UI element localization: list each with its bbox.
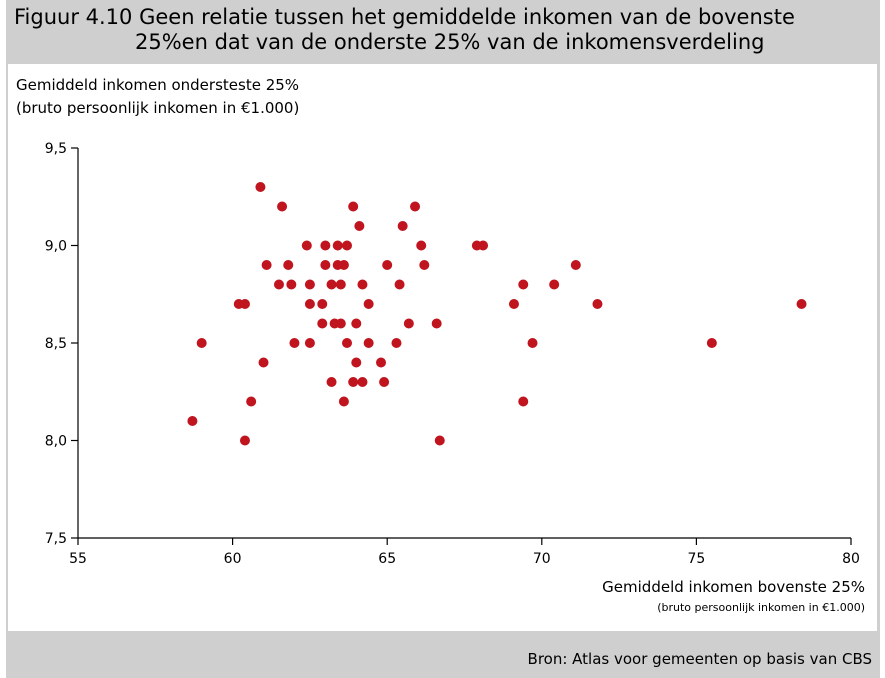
data-point: [431, 318, 442, 329]
data-point: [239, 299, 250, 309]
data-point: [342, 338, 353, 348]
data-point: [394, 279, 405, 290]
x-axis-ticks: 55 60 65 70 75 80: [69, 538, 860, 567]
data-point: [416, 240, 427, 251]
x-axis-sublabel: (bruto persoonlijk inkomen in €1.000): [657, 601, 865, 614]
figure-title: Figuur 4.10 Geen relatie tussen het gemi…: [14, 5, 795, 29]
data-point: [434, 435, 445, 446]
data-point: [304, 279, 315, 290]
x-tick-label: 65: [378, 551, 396, 567]
figure-title-continued: 25%en dat van de onderste 25% van de ink…: [135, 30, 765, 54]
chart-panel: Gemiddeld inkomen ondersteste 25% (bruto…: [8, 64, 877, 631]
data-point: [706, 338, 717, 348]
y-axis-label: Gemiddeld inkomen ondersteste 25%: [16, 76, 300, 94]
data-point: [261, 260, 272, 270]
x-tick-label: 75: [687, 551, 705, 567]
data-point: [255, 182, 266, 192]
figure-frame: Figuur 4.10 Geen relatie tussen het gemi…: [6, 0, 880, 678]
data-point: [326, 377, 337, 387]
data-point: [518, 396, 529, 407]
data-point: [304, 299, 315, 309]
data-point: [239, 435, 250, 446]
data-point: [187, 416, 198, 426]
data-point: [342, 240, 353, 251]
data-point: [246, 396, 257, 407]
scatter-plot: 9,5 9,0 8,5 8,0 7,5 55 60 65 70 75 80: [45, 141, 860, 567]
data-point: [527, 338, 538, 348]
data-point: [348, 377, 359, 387]
data-point: [301, 240, 312, 251]
data-point: [351, 318, 362, 329]
y-axis-sublabel: (bruto persoonlijk inkomen in €1.000): [16, 99, 300, 117]
y-tick-label: 9,5: [45, 141, 67, 157]
x-axis-label: Gemiddeld inkomen bovenste 25%: [602, 578, 865, 596]
data-point: [320, 240, 331, 251]
data-point: [410, 201, 421, 212]
data-point: [317, 299, 328, 309]
y-tick-label: 8,5: [45, 336, 67, 352]
source-note: Bron: Atlas voor gemeenten op basis van …: [527, 650, 872, 668]
data-point: [348, 201, 359, 212]
data-point: [363, 299, 374, 309]
data-point: [796, 299, 807, 309]
data-points: [187, 182, 807, 446]
data-point: [570, 260, 581, 270]
data-point: [326, 279, 337, 290]
data-point: [317, 318, 328, 329]
y-tick-label: 9,0: [45, 239, 67, 255]
data-point: [351, 357, 362, 368]
data-point: [258, 357, 269, 368]
data-point: [549, 279, 560, 290]
data-point: [289, 338, 300, 348]
x-tick-label: 80: [842, 551, 860, 567]
y-axis-ticks: 9,5 9,0 8,5 8,0 7,5: [45, 141, 78, 547]
data-point: [338, 396, 349, 407]
data-point: [403, 318, 414, 329]
data-point: [320, 260, 331, 270]
data-point: [397, 221, 408, 231]
data-point: [338, 260, 349, 270]
data-point: [379, 377, 390, 387]
data-point: [335, 279, 346, 290]
data-point: [592, 299, 603, 309]
data-point: [196, 338, 207, 348]
data-point: [335, 318, 346, 329]
data-point: [357, 279, 368, 290]
data-point: [332, 240, 343, 251]
data-point: [382, 260, 393, 270]
x-tick-label: 55: [69, 551, 87, 567]
data-point: [286, 279, 297, 290]
data-point: [363, 338, 374, 348]
data-point: [518, 279, 529, 290]
data-point: [277, 201, 288, 212]
data-point: [478, 240, 489, 251]
data-point: [419, 260, 430, 270]
data-point: [376, 357, 387, 368]
data-point: [354, 221, 365, 231]
y-tick-label: 8,0: [45, 434, 67, 450]
data-point: [357, 377, 368, 387]
data-point: [304, 338, 315, 348]
y-tick-label: 7,5: [45, 531, 67, 547]
data-point: [283, 260, 294, 270]
data-point: [508, 299, 519, 309]
data-point: [273, 279, 284, 290]
x-tick-label: 60: [224, 551, 242, 567]
x-tick-label: 70: [533, 551, 551, 567]
data-point: [391, 338, 402, 348]
